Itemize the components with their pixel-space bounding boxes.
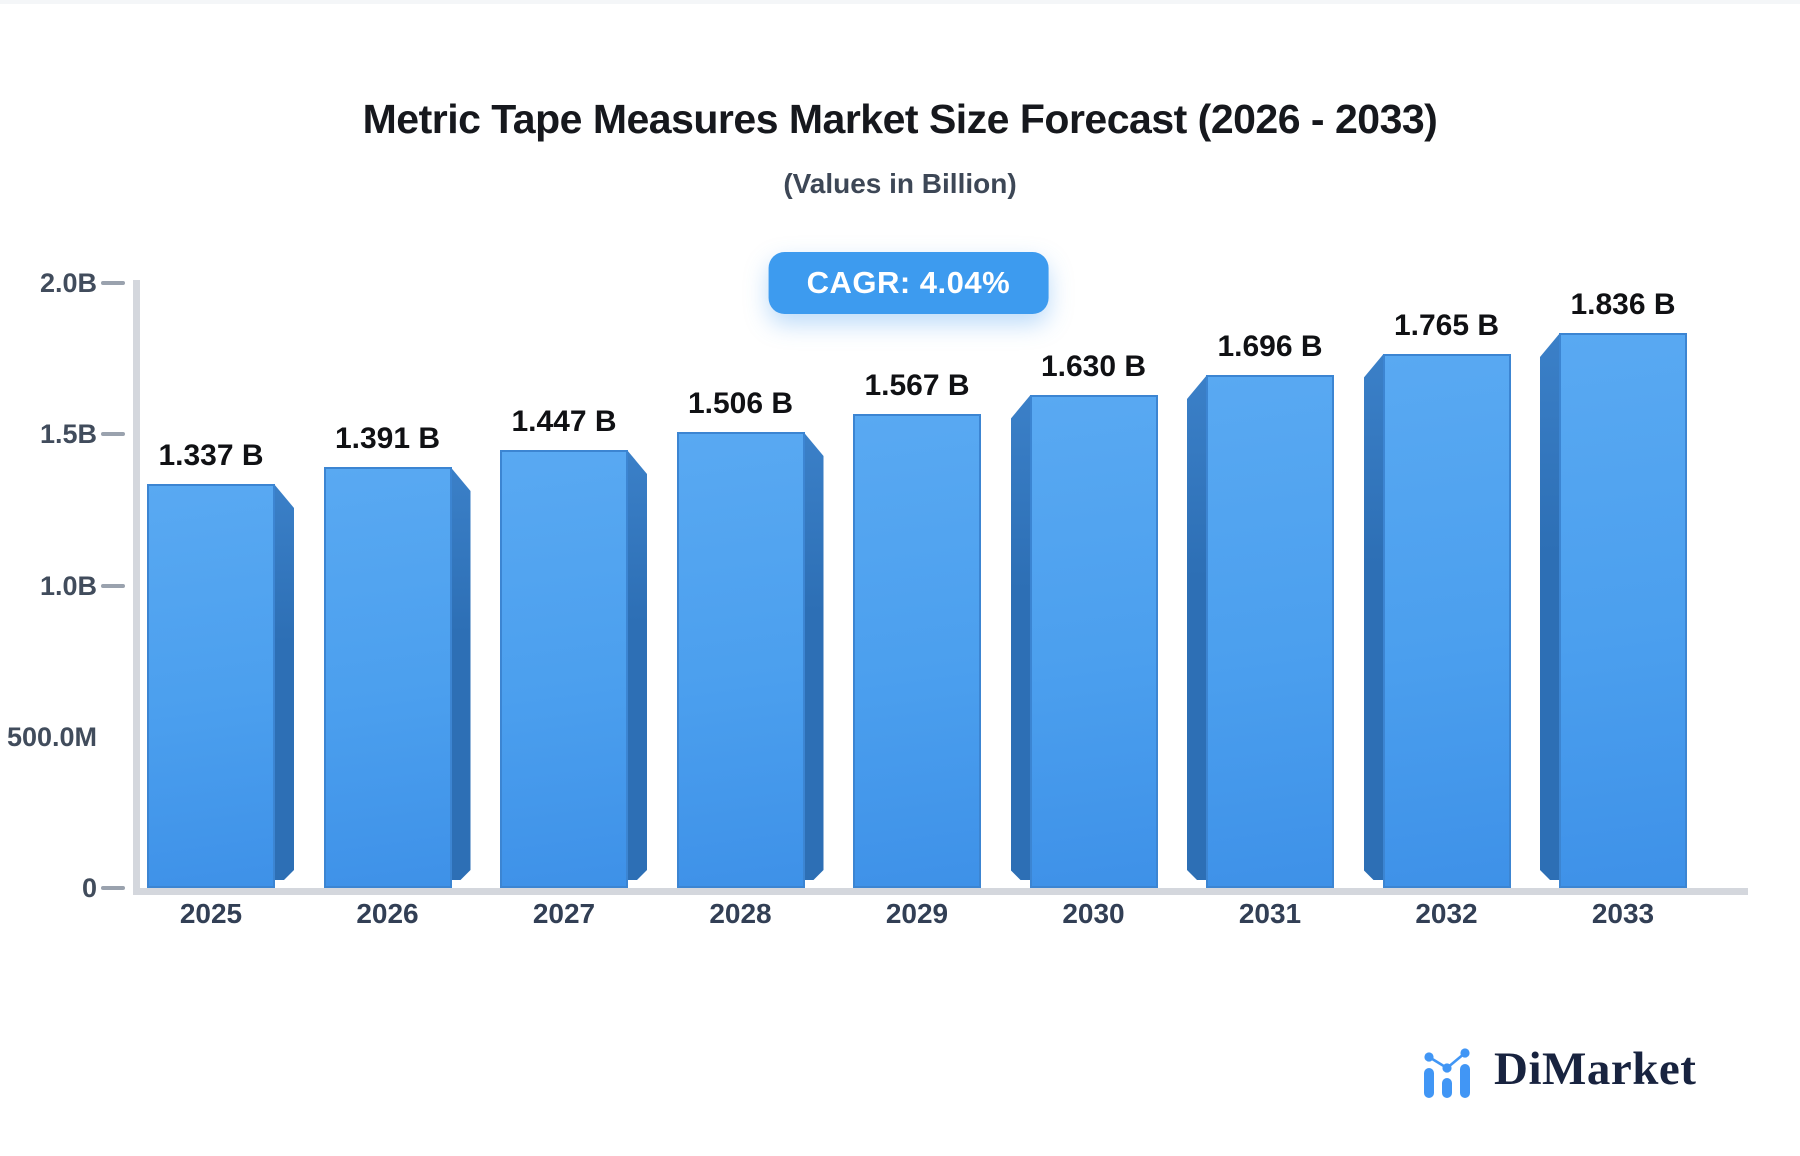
y-tick-mark	[101, 886, 125, 890]
x-axis-line	[133, 888, 1748, 895]
bar-value-label: 1.447 B	[511, 405, 617, 438]
bar-2026[interactable]	[323, 467, 452, 888]
y-tick-label: 500.0M	[6, 721, 97, 752]
y-tick-label: 2.0B	[39, 268, 97, 298]
bar-value-label: 1.506 B	[687, 387, 794, 420]
y-tick-label: 1.5B	[39, 419, 97, 450]
bar-value-label: 1.836 B	[1570, 288, 1676, 321]
cagr-badge: CAGR: 4.04%	[768, 252, 1049, 314]
x-axis-label-2030: 2030	[1062, 898, 1125, 929]
y-axis-line	[133, 280, 140, 895]
bar-value-label: 1.630 B	[1040, 350, 1147, 383]
bar-side-face	[627, 450, 647, 880]
x-axis-label-2032: 2032	[1415, 898, 1478, 929]
mini-bar-chart-icon	[1424, 1048, 1470, 1098]
bar-2028[interactable]	[676, 432, 805, 888]
bar-2029[interactable]	[853, 414, 981, 888]
bar-side-face	[274, 484, 294, 880]
bar-value-label: 1.567 B	[864, 369, 970, 402]
bar-side-face	[1540, 333, 1560, 880]
y-tick-mark	[101, 583, 125, 588]
bar-value-label: 1.696 B	[1217, 330, 1323, 363]
bar-side-face	[451, 467, 471, 880]
y-tick-label: 0	[81, 873, 97, 903]
x-axis-label-2025: 2025	[179, 898, 243, 929]
x-axis-label-2028: 2028	[709, 898, 772, 929]
x-axis-label-2029: 2029	[885, 898, 949, 929]
bar-2027[interactable]	[500, 450, 628, 888]
top-border-strip	[0, 0, 1800, 4]
dimarket-logo: DiMarket	[1422, 1044, 1696, 1098]
bar-side-face	[804, 432, 824, 880]
logo-text: DiMarket	[1494, 1042, 1697, 1095]
bar-value-label: 1.337 B	[158, 439, 264, 472]
x-axis-label-2031: 2031	[1238, 898, 1302, 929]
x-axis-label-2026: 2026	[356, 898, 419, 929]
bar-value-label: 1.391 B	[334, 422, 441, 455]
x-axis-label-2033: 2033	[1591, 898, 1655, 929]
y-tick-mark	[101, 281, 125, 285]
bar-value-label: 1.765 B	[1393, 309, 1500, 342]
bar-2033[interactable]	[1559, 333, 1687, 888]
bar-2030[interactable]	[1029, 395, 1158, 888]
y-tick-mark	[101, 432, 125, 437]
bar-side-face	[1187, 375, 1207, 880]
bar-side-face	[1364, 354, 1384, 880]
chart-title: Metric Tape Measures Market Size Forecas…	[362, 96, 1438, 142]
chart-subtitle: (Values in Billion)	[783, 168, 1017, 199]
bar-side-face	[1011, 395, 1031, 880]
bar-2032[interactable]	[1382, 354, 1511, 888]
bar-2031[interactable]	[1206, 375, 1334, 888]
bar-2025[interactable]	[147, 484, 275, 888]
x-axis-label-2027: 2027	[532, 898, 596, 929]
y-tick-label: 1.0B	[39, 570, 97, 601]
